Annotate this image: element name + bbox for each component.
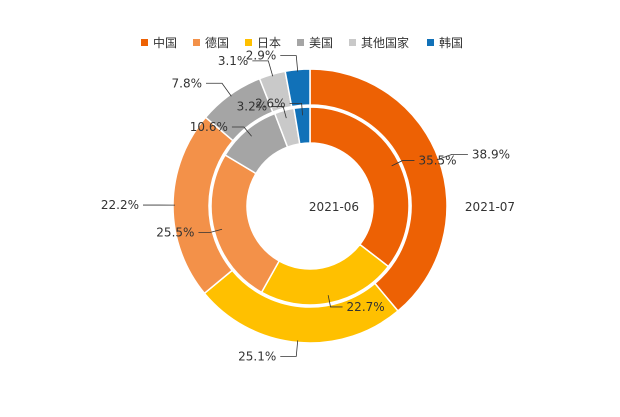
legend-label-4: 其他国家 [361, 35, 409, 50]
legend-label-5: 韩国 [439, 35, 463, 50]
outer-data-label-2: 25.1% [238, 349, 276, 363]
outer-data-label-4: 3.1% [218, 54, 249, 68]
legend-swatch-4 [349, 39, 356, 46]
series-label-inner: 2021-06 [309, 200, 359, 214]
legend-swatch-5 [427, 39, 434, 46]
legend-swatch-0 [141, 39, 148, 46]
legend-label-0: 中国 [153, 35, 177, 50]
inner-data-label-1: 25.5% [156, 225, 194, 239]
legend-swatch-2 [245, 39, 252, 46]
inner-data-label-5: 2.6% [255, 96, 286, 110]
legend-swatch-1 [193, 39, 200, 46]
outer-data-label-0: 38.9% [472, 147, 510, 161]
outer-data-label-3: 7.8% [172, 76, 203, 90]
inner-data-label-3: 10.6% [190, 120, 228, 134]
legend: 中国德国日本美国其他国家韩国 [141, 35, 463, 50]
outer-data-label-1: 22.2% [101, 198, 139, 212]
legend-swatch-3 [297, 39, 304, 46]
inner-data-label-0: 35.5% [418, 154, 456, 168]
outer-leader-line-4 [252, 61, 272, 76]
outer-leader-line-3 [206, 83, 231, 96]
legend-label-1: 德国 [205, 35, 229, 50]
series-label-outer: 2021-07 [465, 200, 515, 214]
outer-data-label-5: 2.9% [246, 49, 277, 63]
inner-data-label-2: 22.7% [347, 300, 385, 314]
legend-label-3: 美国 [309, 36, 333, 50]
